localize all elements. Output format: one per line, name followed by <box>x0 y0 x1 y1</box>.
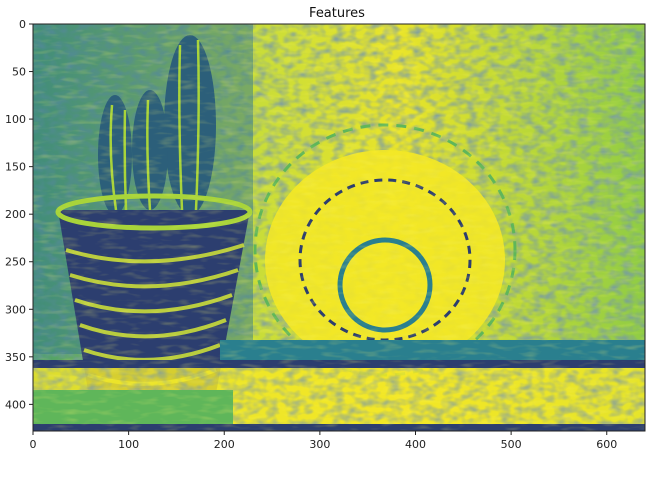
y-tick-label: 0 <box>19 18 26 31</box>
y-tick-label: 350 <box>5 351 26 364</box>
y-tick-label: 400 <box>5 398 26 411</box>
x-tick-label: 0 <box>30 438 37 451</box>
x-tick-label: 300 <box>309 438 330 451</box>
y-tick-label: 250 <box>5 256 26 269</box>
y-tick-label: 150 <box>5 161 26 174</box>
plot-title: Features <box>309 6 365 21</box>
x-axis: 0 100 200 300 400 500 600 <box>30 431 617 451</box>
feature-image <box>33 24 645 431</box>
y-tick-label: 200 <box>5 208 26 221</box>
x-tick-label: 500 <box>501 438 522 451</box>
x-tick-label: 400 <box>405 438 426 451</box>
x-tick-label: 200 <box>214 438 235 451</box>
axes-frame <box>32 23 646 432</box>
x-tick-label: 600 <box>596 438 617 451</box>
x-tick-label: 100 <box>118 438 139 451</box>
y-axis: 0 50 100 150 200 250 300 350 400 <box>5 18 33 411</box>
y-tick-label: 100 <box>5 113 26 126</box>
y-tick-label: 300 <box>5 303 26 316</box>
y-tick-label: 50 <box>12 66 26 79</box>
